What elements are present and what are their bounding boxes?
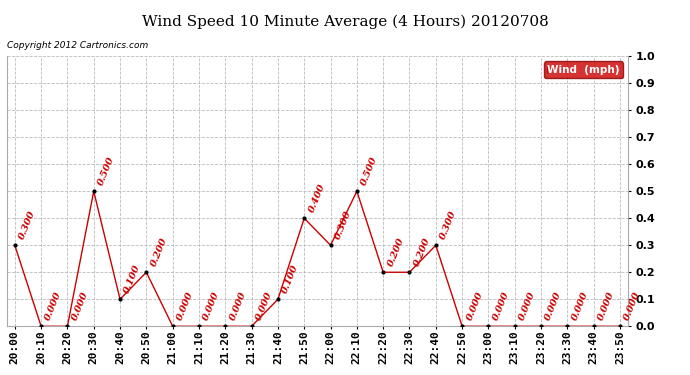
Text: 0.100: 0.100	[123, 264, 143, 295]
Text: 0.000: 0.000	[44, 291, 63, 322]
Text: 0.000: 0.000	[465, 291, 484, 322]
Text: 0.000: 0.000	[518, 291, 538, 322]
Text: Wind Speed 10 Minute Average (4 Hours) 20120708: Wind Speed 10 Minute Average (4 Hours) 2…	[141, 15, 549, 29]
Text: 0.000: 0.000	[596, 291, 616, 322]
Legend: Wind  (mph): Wind (mph)	[544, 62, 622, 78]
Text: Copyright 2012 Cartronics.com: Copyright 2012 Cartronics.com	[7, 41, 148, 50]
Text: 0.500: 0.500	[97, 156, 116, 187]
Text: 0.300: 0.300	[439, 210, 458, 241]
Text: 0.500: 0.500	[359, 156, 380, 187]
Text: 0.000: 0.000	[623, 291, 642, 322]
Text: 0.400: 0.400	[307, 183, 327, 214]
Text: 0.000: 0.000	[228, 291, 248, 322]
Text: 0.200: 0.200	[386, 237, 406, 268]
Text: 0.000: 0.000	[201, 291, 221, 322]
Text: 0.200: 0.200	[149, 237, 169, 268]
Text: 0.300: 0.300	[17, 210, 37, 241]
Text: 0.000: 0.000	[570, 291, 590, 322]
Text: 0.000: 0.000	[491, 291, 511, 322]
Text: 0.000: 0.000	[544, 291, 564, 322]
Text: 0.100: 0.100	[281, 264, 300, 295]
Text: 0.000: 0.000	[255, 291, 274, 322]
Text: 0.000: 0.000	[70, 291, 90, 322]
Text: 0.300: 0.300	[333, 210, 353, 241]
Text: 0.200: 0.200	[413, 237, 432, 268]
Text: 0.000: 0.000	[175, 291, 195, 322]
